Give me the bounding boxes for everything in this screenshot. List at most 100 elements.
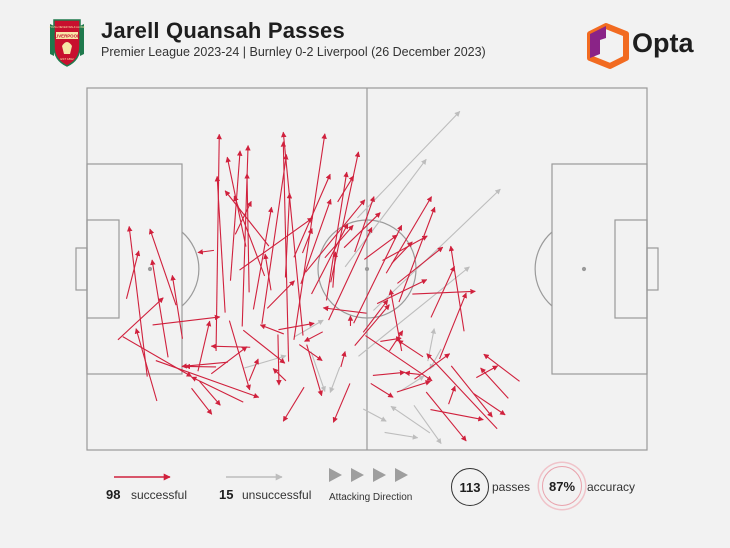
unsuccessful-arrow-icon	[226, 473, 283, 481]
successful-pass-36	[483, 353, 520, 382]
successful-pass-78	[380, 336, 402, 342]
right-penalty-spot	[581, 266, 587, 272]
successful-pass-22	[343, 212, 381, 249]
successful-pass-92	[332, 251, 338, 288]
successful-pass-97	[337, 175, 355, 203]
successful-pass-38	[425, 391, 467, 442]
successful-pass-53	[134, 328, 158, 402]
accuracy-label: accuracy	[587, 480, 636, 494]
direction-label: Attacking Direction	[329, 492, 413, 503]
successful-pass-25	[328, 226, 373, 321]
successful-pass-32	[448, 245, 465, 332]
successful-pass-27	[398, 206, 436, 303]
successful-pass-96	[234, 200, 252, 235]
successful-pass-91	[239, 217, 314, 271]
successful-pass-39	[397, 339, 424, 358]
unsuccessful-pass-1	[358, 266, 470, 357]
successful-pass-15	[300, 198, 332, 285]
successful-pass-1	[281, 131, 304, 336]
successful-pass-31	[430, 265, 455, 318]
passes-value: 113	[459, 479, 481, 495]
successful-pass-94	[150, 259, 169, 358]
successful-pass-67	[298, 344, 323, 362]
crest-year: EST 1892	[60, 57, 74, 61]
successful-pass-68	[306, 344, 323, 397]
successful-pass-69	[340, 350, 347, 368]
successful-pass-80	[391, 241, 413, 265]
successful-pass-34	[476, 365, 499, 379]
successful-pass-45	[304, 331, 323, 342]
successful-pass-81	[376, 279, 428, 305]
attacking-direction-icon	[329, 468, 408, 482]
right-goal	[646, 247, 659, 291]
successful-pass-66	[278, 321, 315, 331]
successful-pass-6	[229, 150, 243, 281]
crest-name: LIVERPOOL	[54, 34, 80, 39]
right-penalty-arc	[534, 231, 553, 307]
unsuccessful-count: 15	[219, 487, 234, 502]
unsuccessful-pass-9	[293, 319, 324, 338]
successful-count: 98	[106, 487, 121, 502]
centre-spot	[364, 266, 370, 272]
unsuccessful-pass-15	[310, 351, 326, 392]
unsuccessful-pass-2	[373, 188, 501, 311]
successful-pass-18	[305, 199, 366, 273]
successful-pass-76	[450, 365, 493, 418]
chart-subtitle: Premier League 2023-24 | Burnley 0-2 Liv…	[101, 45, 486, 59]
successful-pass-57	[122, 336, 193, 378]
successful-pass-52	[148, 228, 177, 306]
successful-pass-50	[170, 274, 184, 339]
successful-pass-93	[210, 346, 248, 375]
unsuccessful-pass-8	[429, 348, 442, 370]
successful-pass-49	[184, 363, 217, 370]
successful-pass-70	[372, 370, 406, 377]
successful-arrow-icon	[114, 473, 171, 481]
successful-pass-54	[126, 225, 148, 377]
unsuccessful-passes	[244, 111, 501, 445]
successful-pass-75	[473, 393, 506, 416]
successful-pass-17	[293, 173, 331, 258]
successful-pass-5	[241, 144, 251, 327]
successful-pass-88	[266, 280, 295, 309]
successful-pass-90	[197, 249, 215, 255]
successful-pass-51	[197, 320, 212, 372]
unsuccessful-pass-11	[329, 366, 341, 394]
successful-pass-77	[396, 380, 431, 393]
successful-pass-84	[332, 383, 351, 423]
right-penalty-box	[551, 163, 648, 375]
successful-pass-55	[125, 250, 141, 299]
successful-pass-72	[404, 370, 420, 377]
successful-pass-82	[412, 288, 476, 295]
right-six-yard-box	[614, 219, 648, 319]
successful-label: successful	[131, 488, 188, 502]
successful-pass-8	[214, 175, 226, 313]
successful-pass-86	[272, 368, 287, 382]
successful-pass-89	[263, 253, 272, 291]
successful-pass-35	[480, 367, 509, 399]
left-goal	[75, 247, 88, 291]
crest-motto: YOU'LL NEVER WALK ALONE	[49, 25, 85, 29]
successful-pass-61	[199, 380, 221, 406]
successful-pass-24	[311, 223, 349, 295]
liverpool-crest-icon: YOU'LL NEVER WALK ALONE LIVERPOOL EST 18…	[49, 19, 85, 67]
successful-pass-79	[362, 299, 389, 333]
unsuccessful-pass-13	[384, 431, 419, 440]
successful-pass-40	[414, 353, 451, 380]
successful-pass-85	[282, 386, 305, 422]
successful-pass-28	[382, 235, 428, 261]
successful-pass-11	[224, 190, 270, 247]
passes-count-badge: 113	[451, 468, 489, 506]
successful-pass-48	[181, 361, 228, 369]
successful-pass-73	[430, 409, 484, 422]
successful-pass-56	[117, 297, 164, 341]
successful-pass-26	[385, 196, 433, 274]
accuracy-badge: 87%	[542, 466, 582, 506]
left-six-yard-box	[86, 219, 120, 319]
left-penalty-spot	[147, 266, 153, 272]
successful-pass-98	[364, 234, 398, 260]
successful-pass-7	[215, 133, 222, 351]
successful-pass-62	[191, 376, 244, 403]
chart-title: Jarell Quansah Passes	[101, 18, 345, 43]
brand-name: Opta	[632, 28, 694, 58]
